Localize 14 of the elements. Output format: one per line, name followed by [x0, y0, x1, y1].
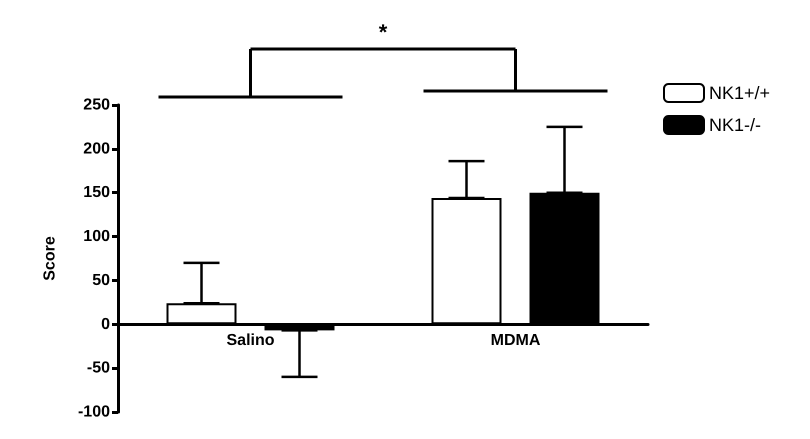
x-tick-label: MDMA [490, 332, 541, 349]
text: * [378, 20, 388, 44]
y-tick-label: -100 [78, 404, 110, 420]
y-tick-label: 200 [83, 140, 110, 158]
y-tick-label: 250 [83, 96, 110, 114]
legend-label: NK1-/- [709, 115, 762, 135]
y-tick-label: -50 [86, 360, 110, 377]
x-tick-label: Salino [226, 332, 275, 349]
y-tick-label: 150 [83, 184, 110, 202]
legend-label: NK1+/+ [709, 83, 770, 103]
y-tick-label: 100 [83, 228, 110, 246]
y-tick-label: 0 [101, 316, 110, 333]
y-tick-label: 50 [92, 272, 110, 289]
y-axis-title: Score [42, 236, 58, 281]
